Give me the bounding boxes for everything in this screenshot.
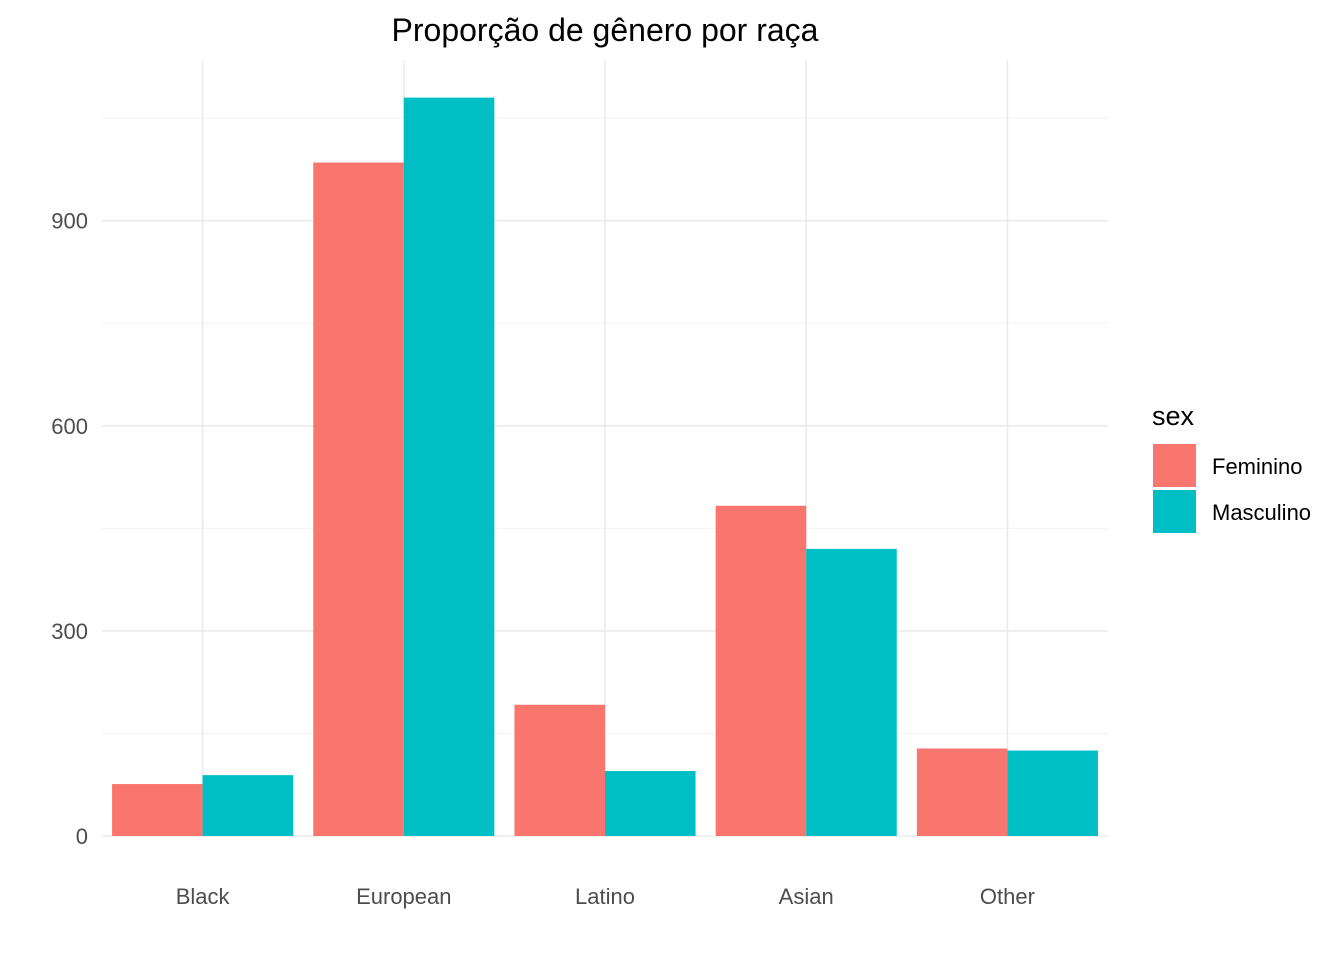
y-axis: 0 300 600 900 <box>51 209 88 849</box>
bar-latino-feminino <box>514 704 605 836</box>
y-tick-label: 600 <box>51 414 88 439</box>
legend-key-masculino <box>1153 490 1196 533</box>
x-tick-label: European <box>356 884 451 909</box>
chart-title: Proporção de gênero por raça <box>392 12 819 48</box>
bar-black-feminino <box>112 784 203 836</box>
bar-black-masculino <box>202 775 294 836</box>
y-tick-label: 300 <box>51 619 88 644</box>
x-tick-label: Black <box>176 884 231 909</box>
legend-label-feminino: Feminino <box>1212 454 1302 479</box>
bars <box>112 97 1098 837</box>
x-axis: Black European Latino Asian Other <box>176 884 1035 909</box>
bar-european-masculino <box>403 97 495 837</box>
legend-key-feminino <box>1153 444 1196 487</box>
bar-latino-masculino <box>605 771 696 836</box>
bar-asian-masculino <box>806 548 897 836</box>
legend-label-masculino: Masculino <box>1212 500 1311 525</box>
legend: sex Feminino Masculino <box>1152 401 1311 533</box>
legend-title: sex <box>1152 401 1195 431</box>
x-tick-label: Other <box>980 884 1035 909</box>
y-tick-label: 900 <box>51 209 88 234</box>
bar-other-masculino <box>1007 750 1098 836</box>
x-tick-label: Asian <box>779 884 834 909</box>
y-tick-label: 0 <box>76 824 88 849</box>
x-tick-label: Latino <box>575 884 635 909</box>
bar-other-feminino <box>916 748 1008 836</box>
bar-european-feminino <box>313 162 404 837</box>
bar-asian-feminino <box>715 505 807 836</box>
